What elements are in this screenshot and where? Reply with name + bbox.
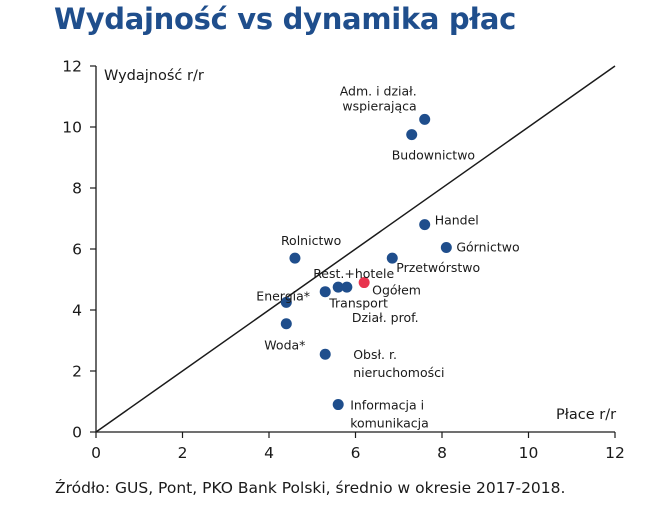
y-tick-label: 8 xyxy=(72,180,82,198)
data-label: Transport xyxy=(328,296,388,311)
x-tick-label: 4 xyxy=(264,444,274,462)
data-label: Energia* xyxy=(256,288,310,303)
x-tick-label: 6 xyxy=(351,444,361,462)
data-label-line: Transport xyxy=(328,296,388,311)
reference-line xyxy=(95,65,616,433)
chart-title: Wydajność vs dynamika płac xyxy=(54,2,517,36)
data-label-line: Handel xyxy=(435,213,479,228)
data-label-line: Informacja i xyxy=(350,398,424,413)
data-label: Budownictwo xyxy=(392,148,475,163)
data-label: Informacja i komunikacja xyxy=(350,398,429,431)
data-label: Handel xyxy=(435,213,479,228)
data-point xyxy=(289,252,301,264)
x-axis-label: Płace r/r xyxy=(556,407,616,423)
x-tick-label: 8 xyxy=(437,444,447,462)
data-point xyxy=(319,348,331,360)
data-label-line: Rest.+hotele xyxy=(313,266,394,281)
data-point xyxy=(406,129,418,141)
x-tick-label: 10 xyxy=(519,444,539,462)
data-point-total xyxy=(358,277,370,289)
data-point xyxy=(332,281,344,293)
data-label-line: Adm. i dział. xyxy=(340,83,417,98)
x-tick-label: 0 xyxy=(91,444,101,462)
x-tick-label: 2 xyxy=(178,444,188,462)
data-label-line: komunikacja xyxy=(350,416,429,431)
data-points xyxy=(280,113,452,411)
data-label: Ogółem xyxy=(372,283,421,298)
data-point xyxy=(419,113,431,125)
data-point xyxy=(341,281,353,293)
data-label: Adm. i dział. wspierająca xyxy=(340,83,417,113)
data-label-line: nieruchomości xyxy=(353,365,444,380)
data-point xyxy=(319,286,331,298)
data-label-line: Ogółem xyxy=(372,283,421,298)
data-point xyxy=(280,318,292,330)
data-point xyxy=(332,399,344,411)
data-label: Górnictwo xyxy=(456,239,519,254)
data-point xyxy=(440,241,452,253)
data-label-line: Dział. prof. xyxy=(352,310,419,325)
data-label-line: Górnictwo xyxy=(456,239,519,254)
data-label: Przetwórstwo xyxy=(396,260,480,275)
data-label: Obsł. r. nieruchomości xyxy=(353,347,444,380)
data-label: Rest.+hotele xyxy=(313,266,394,281)
y-tick-label: 4 xyxy=(72,302,82,320)
data-label-line: Energia* xyxy=(256,288,310,303)
reference-line-group xyxy=(95,65,616,433)
data-point xyxy=(280,296,292,308)
data-label-line: Przetwórstwo xyxy=(396,260,480,275)
data-label-line: Obsł. r. xyxy=(353,347,397,362)
data-label-line: Woda* xyxy=(264,338,305,353)
x-tick-label: 12 xyxy=(605,444,625,462)
data-label: Rolnictwo xyxy=(281,233,341,248)
data-label-line: Rolnictwo xyxy=(281,233,341,248)
data-label-line: Budownictwo xyxy=(392,148,475,163)
axes: 0 2 4 6 8 10 12 0 2 4 6 8 10 12 xyxy=(62,58,625,463)
y-tick-label: 2 xyxy=(72,363,82,381)
y-tick-label: 10 xyxy=(62,119,82,137)
source-note: Źródło: GUS, Pont, PKO Bank Polski, śred… xyxy=(55,479,566,497)
y-tick-label: 0 xyxy=(72,424,82,442)
y-axis-label: Wydajność r/r xyxy=(104,68,204,84)
data-label: Dział. prof. xyxy=(352,310,419,325)
y-tick-label: 12 xyxy=(62,58,82,76)
point-labels: Adm. i dział. wspierająca Budownictwo Hande… xyxy=(256,83,519,430)
data-point xyxy=(419,219,431,231)
data-label: Woda* xyxy=(264,338,305,353)
data-point xyxy=(386,252,398,264)
y-tick-label: 6 xyxy=(72,241,82,259)
data-label-line: wspierająca xyxy=(342,98,416,113)
